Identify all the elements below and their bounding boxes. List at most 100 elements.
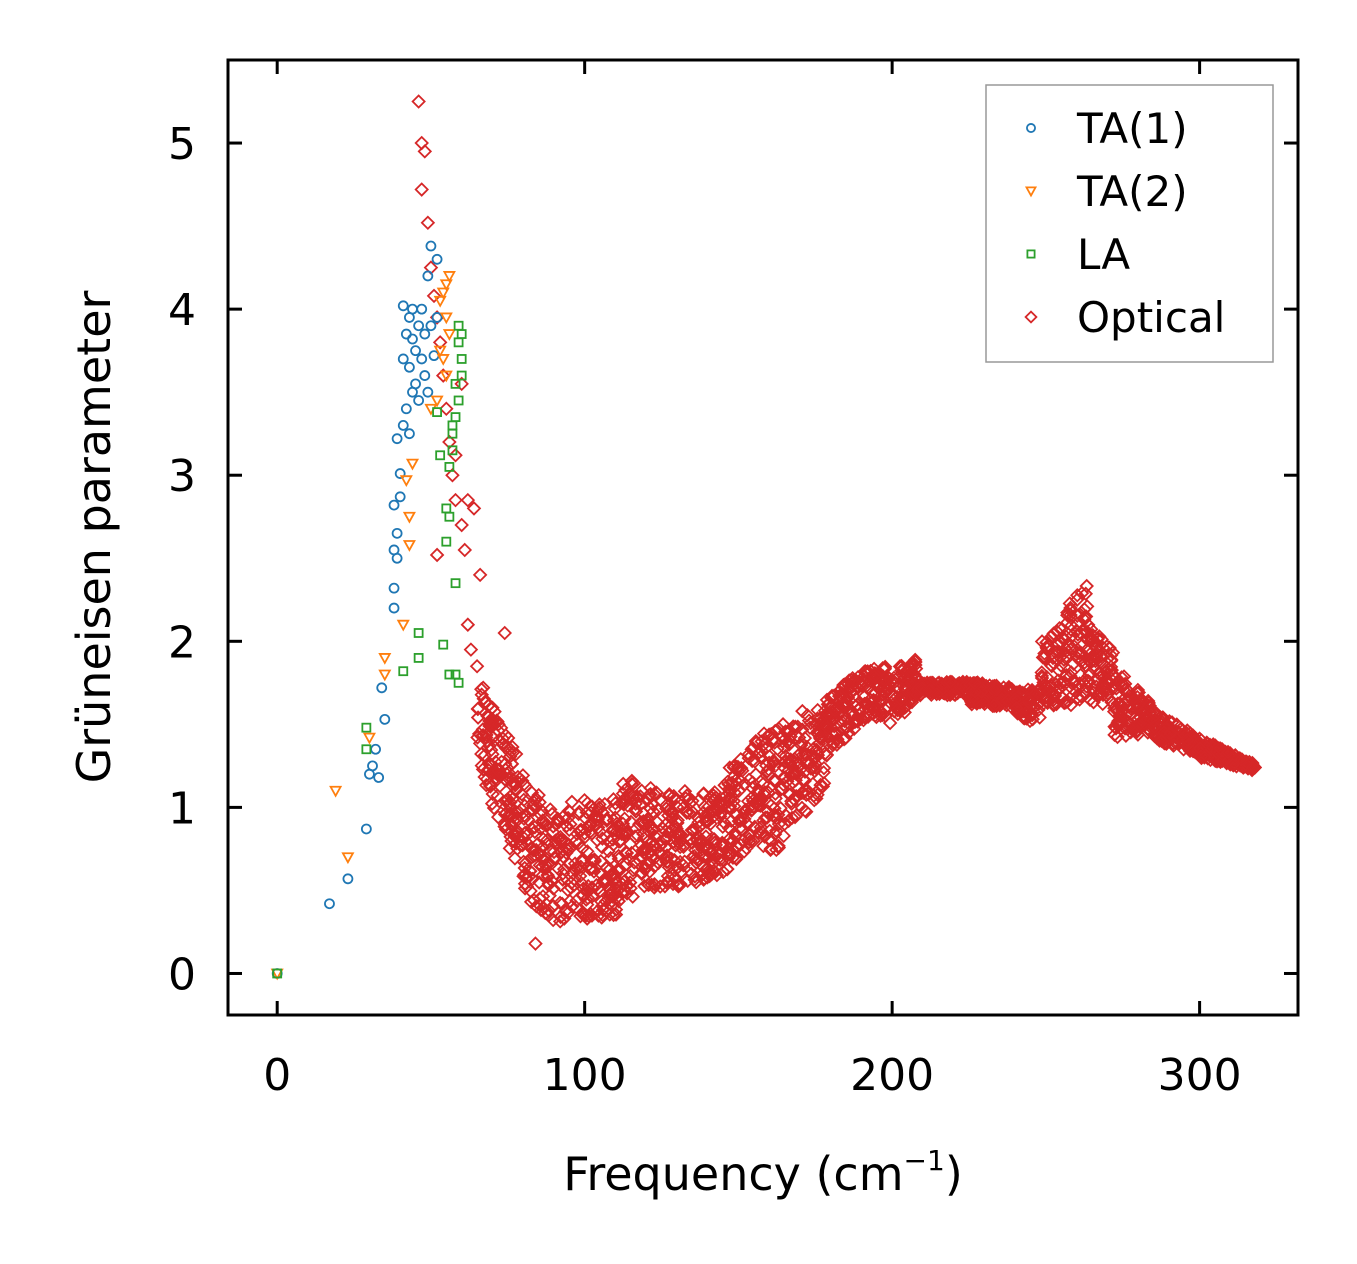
- ta-2--point: [378, 653, 392, 665]
- optical-point: [762, 823, 777, 839]
- optical-point: [914, 681, 930, 696]
- optical-point: [448, 448, 463, 463]
- optical-point: [1095, 687, 1111, 703]
- optical-point: [1035, 684, 1051, 699]
- optical-point: [799, 739, 815, 755]
- optical-point: [855, 678, 871, 694]
- optical-point: [591, 908, 606, 923]
- optical-point: [646, 804, 661, 819]
- optical-point: [688, 851, 704, 866]
- legend-label: TA(2): [1076, 167, 1188, 216]
- ta-1--point: [388, 582, 400, 594]
- optical-point: [681, 792, 696, 807]
- optical-point: [1046, 692, 1062, 707]
- y-tick-label: 3: [168, 451, 196, 502]
- optical-point: [905, 655, 920, 671]
- optical-point: [524, 785, 540, 801]
- optical-point: [510, 769, 526, 785]
- ta-2--point: [424, 403, 438, 416]
- ta-2--point: [402, 511, 416, 524]
- optical-point: [843, 718, 858, 733]
- optical-point: [647, 850, 663, 866]
- optical-point: [541, 903, 557, 918]
- optical-point: [744, 780, 760, 796]
- x-axis-title-suffix: ): [945, 1147, 963, 1201]
- optical-point: [640, 877, 656, 892]
- optical-point: [974, 684, 989, 700]
- optical-point: [457, 542, 473, 558]
- optical-point: [615, 826, 631, 841]
- optical-point: [701, 865, 717, 881]
- optical-point: [622, 785, 637, 801]
- ta-1--point: [404, 361, 415, 373]
- optical-point: [484, 796, 500, 811]
- optical-point: [1091, 686, 1107, 702]
- optical-point: [670, 877, 686, 893]
- optical-point: [515, 768, 531, 783]
- optical-point: [617, 811, 632, 827]
- ta-2--point: [442, 271, 456, 283]
- optical-point: [1106, 696, 1122, 712]
- optical-point: [1148, 707, 1163, 723]
- optical-point: [800, 708, 815, 723]
- optical-point: [685, 849, 700, 865]
- optical-point: [485, 746, 500, 762]
- optical-point: [625, 889, 641, 904]
- optical-point: [578, 908, 594, 923]
- optical-point: [580, 878, 596, 894]
- optical-point: [801, 713, 817, 728]
- optical-point: [834, 688, 849, 704]
- ta-2--point: [396, 619, 410, 632]
- ta-2--point: [341, 852, 355, 865]
- optical-point: [1074, 645, 1089, 661]
- optical-point: [771, 838, 786, 854]
- la-point: [450, 578, 461, 589]
- optical-point: [700, 808, 715, 824]
- optical-point: [698, 829, 714, 844]
- optical-point: [1131, 717, 1147, 733]
- optical-point: [507, 829, 522, 844]
- optical-point: [1027, 699, 1042, 714]
- optical-point: [555, 872, 571, 887]
- optical-point: [756, 813, 771, 828]
- ta-1--point: [413, 320, 425, 332]
- ta-2--point: [439, 279, 453, 292]
- optical-point: [1086, 636, 1102, 652]
- ta-1--point: [431, 253, 443, 265]
- optical-point: [581, 908, 596, 924]
- optical-point: [658, 830, 674, 846]
- ta-1--point: [419, 328, 431, 340]
- optical-point: [1058, 629, 1074, 644]
- optical-point: [626, 790, 641, 806]
- la-point: [447, 428, 458, 439]
- la-point: [435, 450, 446, 461]
- y-tick-label: 0: [168, 949, 196, 1000]
- ta-1--point: [428, 350, 440, 362]
- optical-point: [545, 912, 561, 928]
- optical-point: [1129, 694, 1145, 710]
- optical-point: [731, 813, 747, 829]
- optical-point: [543, 802, 558, 817]
- optical-point: [557, 833, 572, 849]
- optical-point: [497, 819, 512, 834]
- optical-point: [574, 841, 590, 856]
- optical-point: [414, 182, 429, 197]
- ta-1--point: [419, 370, 431, 381]
- optical-point: [649, 785, 664, 800]
- optical-point: [723, 847, 738, 863]
- la-point: [453, 677, 464, 688]
- optical-point: [474, 758, 490, 773]
- optical-point: [759, 810, 775, 825]
- optical-point: [595, 805, 610, 820]
- optical-point: [477, 769, 492, 785]
- optical-point: [637, 842, 653, 858]
- optical-point: [622, 875, 638, 890]
- optical-point: [589, 803, 605, 819]
- optical-point: [1154, 733, 1169, 749]
- optical-point: [1078, 586, 1094, 602]
- optical-point: [763, 832, 779, 848]
- optical-point: [634, 838, 649, 853]
- optical-point: [515, 830, 531, 845]
- optical-point: [1130, 698, 1146, 714]
- legend-item-ta-2-: TA(2): [1024, 167, 1188, 216]
